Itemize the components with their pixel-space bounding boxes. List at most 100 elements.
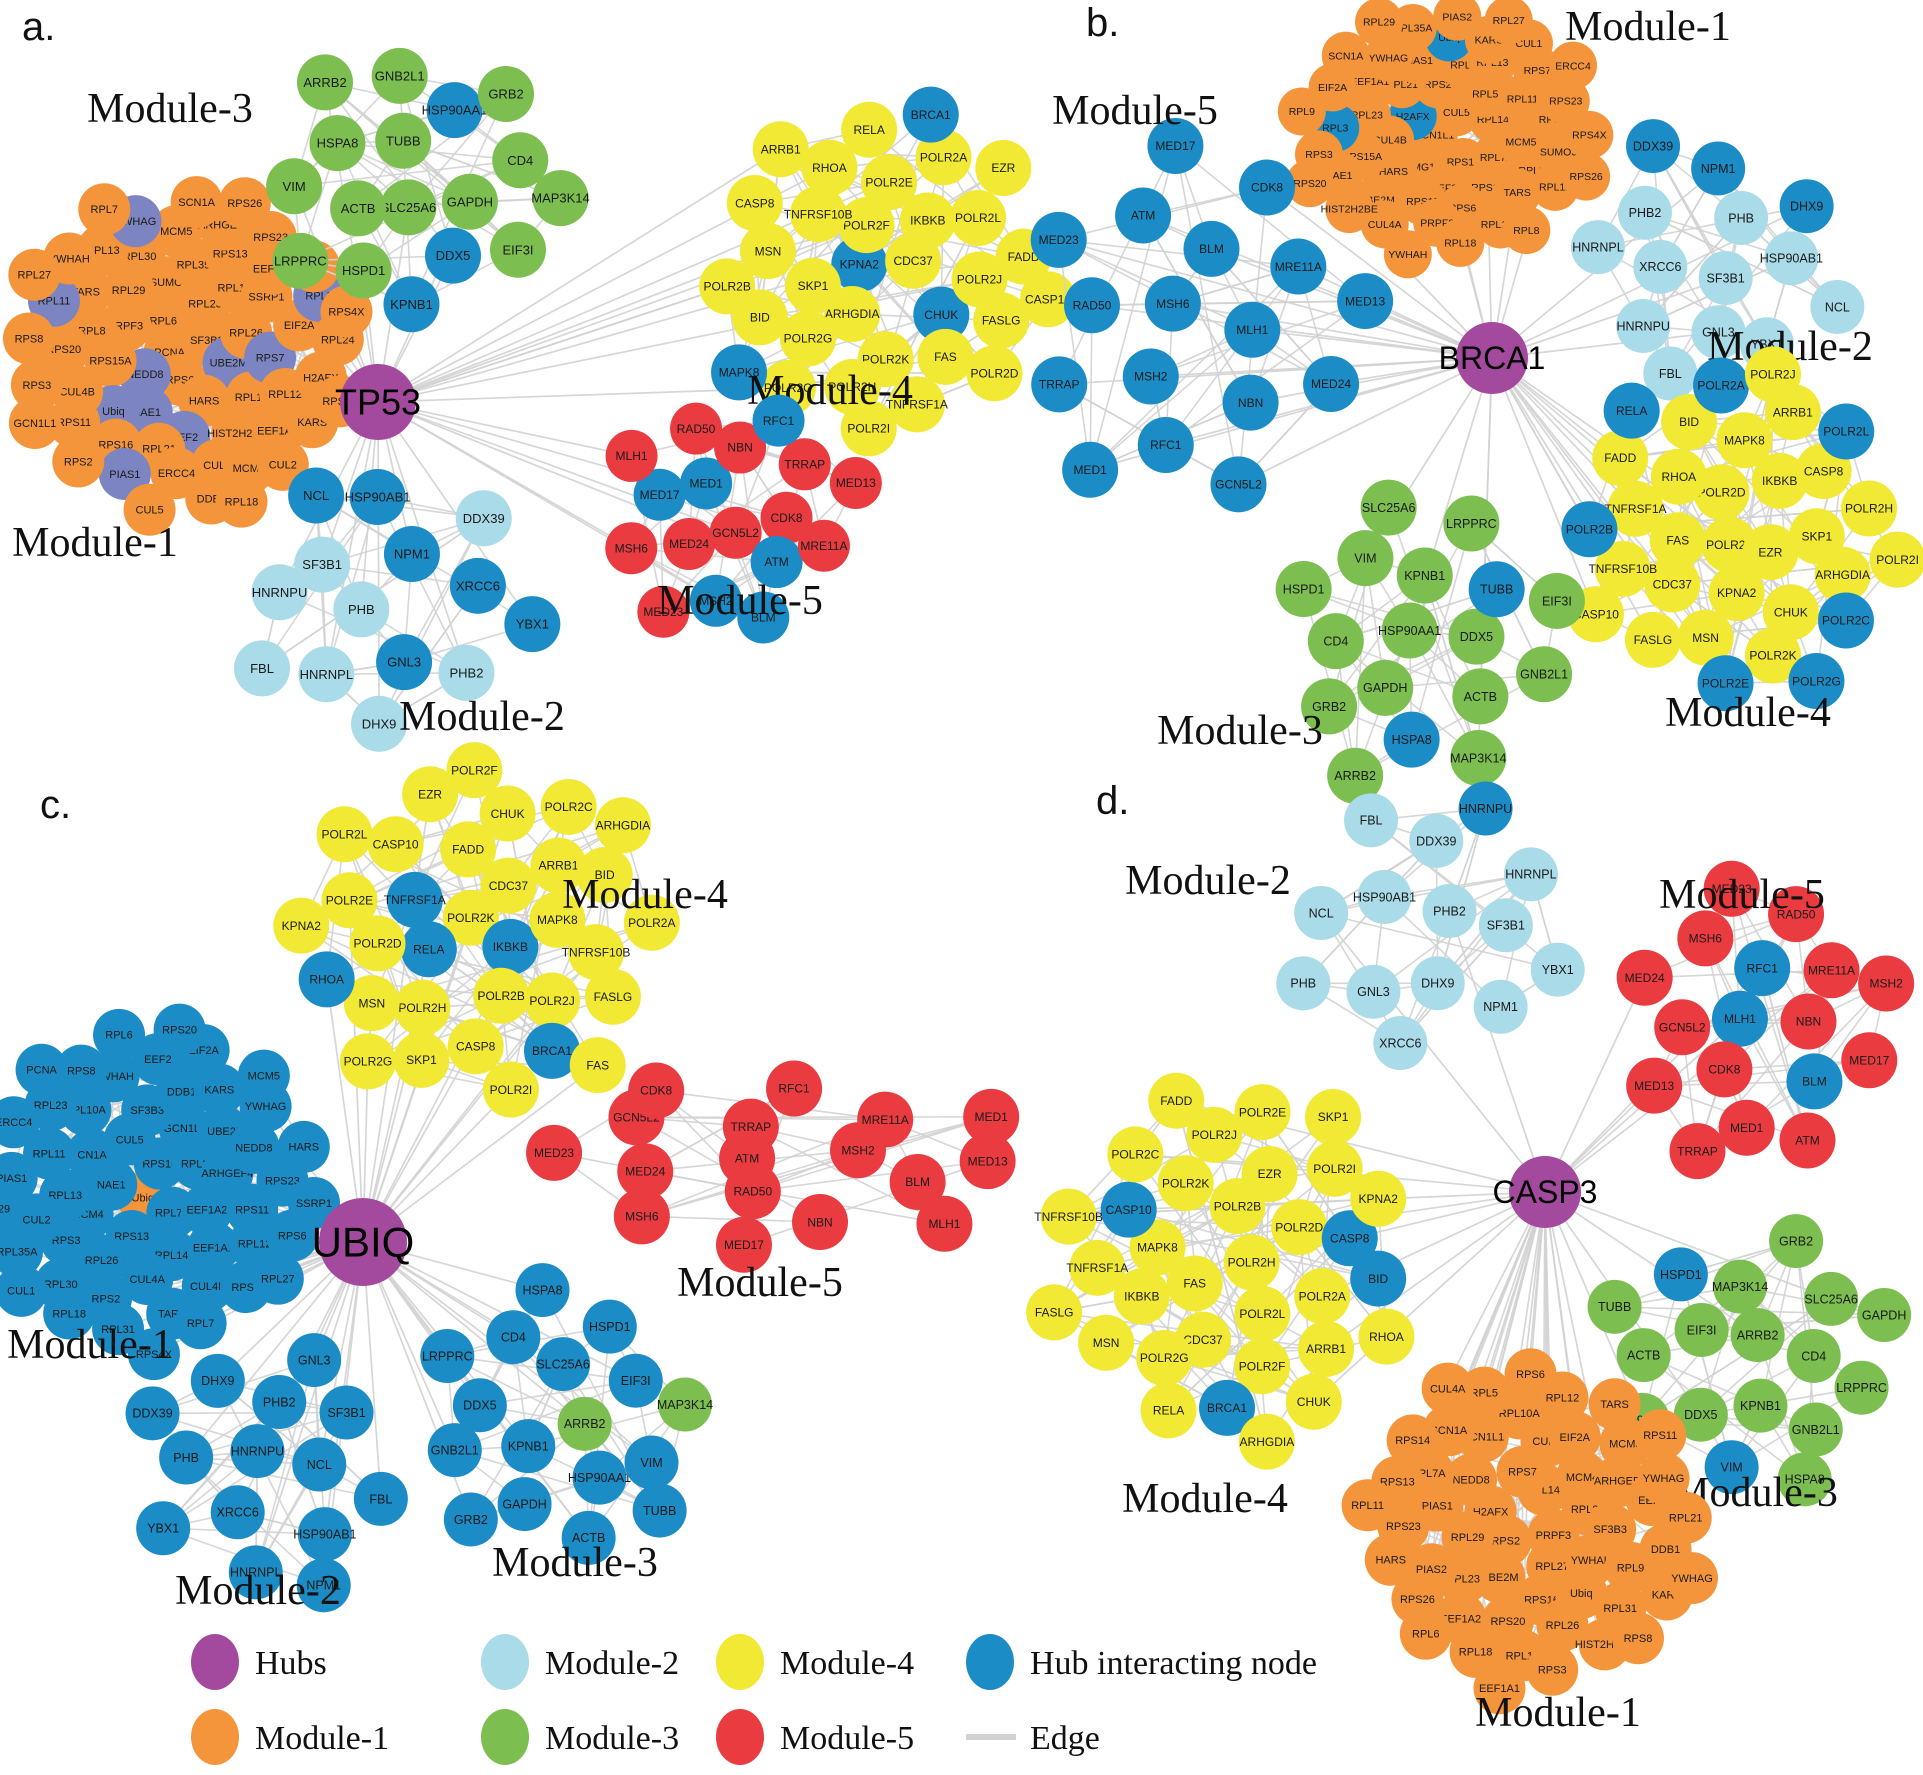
node-circle-POLR2E [321, 872, 378, 929]
node-circle-FAS [917, 328, 974, 385]
node-circle-HNRNPU [1616, 298, 1671, 353]
legend-label: Module-5 [780, 1720, 914, 1757]
node-PCNA: PCNA [15, 1043, 68, 1096]
node-circle-MED23 [1030, 211, 1087, 268]
node-POLR2B: POLR2B [699, 258, 756, 315]
node-circle-HNRNPU [230, 1424, 285, 1479]
node-MLH1: MLH1 [1224, 301, 1281, 358]
cluster-d-module2: PHB2DHX9HSP90AB1SF3B1GNL3DDX39NPM1NCLHNR… [1276, 781, 1585, 1071]
node-circle-ARHGDIA [824, 285, 881, 342]
node-circle-ARRB2 [297, 54, 354, 111]
node-circle-CASP10 [367, 816, 424, 873]
node-circle-POLR2C [540, 778, 597, 835]
panel-a: PCNASF3B3RPS6RPL6UBE2MNEDD8RPL23HARSPRPF… [2, 5, 1077, 752]
node-circle-RPS26 [1562, 152, 1611, 201]
node-ARRB2: ARRB2 [1730, 1308, 1785, 1363]
node-circle-FBL [1344, 793, 1399, 848]
node-circle-DDX5 [425, 227, 482, 284]
node-circle-MED13 [1337, 273, 1394, 330]
node-circle-RHOA [1358, 1308, 1415, 1365]
node-ARRB2: ARRB2 [557, 1396, 612, 1451]
node-NPM1: NPM1 [1473, 979, 1528, 1034]
node-circle-RELA [1140, 1382, 1197, 1439]
node-circle-GCN5L2 [1210, 456, 1267, 513]
node-RELA: RELA [1140, 1382, 1197, 1439]
node-circle-YBX1 [136, 1501, 191, 1556]
node-circle-GRB2 [1301, 678, 1358, 735]
node-circle-POLR2E [1234, 1084, 1291, 1141]
node-circle-FAS [1649, 512, 1706, 569]
node-circle-POLR2H [1223, 1234, 1280, 1291]
legend-label: Edge [1030, 1720, 1100, 1757]
node-circle-DHX9 [1410, 956, 1465, 1011]
node-PHB2: PHB2 [1422, 883, 1477, 938]
node-circle-HSP90AB1 [1357, 869, 1412, 924]
node-POLR2E: POLR2E [1234, 1084, 1291, 1141]
node-POLR2D: POLR2D [1271, 1199, 1328, 1256]
legend-swatch-module5 [716, 1709, 764, 1765]
hub-label-BRCA1: BRCA1 [1439, 340, 1546, 376]
panel-letter-d: d. [1096, 779, 1129, 823]
node-SLC25A6: SLC25A6 [1360, 479, 1417, 536]
cluster-c-module1: UbiqRPS16RPL7ANAE1RPL24RPS13CUL5EEF1A2MC… [0, 1003, 340, 1381]
node-YWHAH: YWHAH [1383, 230, 1432, 279]
node-circle-RPS11 [1634, 1409, 1687, 1462]
module-label-c-module2: Module-2 [175, 1568, 341, 1614]
node-circle-ACTB [561, 1510, 616, 1565]
node-circle-MAPK8 [529, 891, 586, 948]
edge [185, 1241, 364, 1459]
node-MAPK8: MAPK8 [1716, 412, 1773, 469]
node-circle-FBL [1643, 346, 1698, 401]
node-EIF3I: EIF3I [1528, 572, 1585, 629]
node-circle-PHB2 [252, 1374, 307, 1429]
node-HSPD1: HSPD1 [582, 1299, 637, 1354]
edge [1238, 357, 1493, 486]
node-POLR2C: POLR2C [1817, 592, 1874, 649]
node-PHB2: PHB2 [1617, 185, 1672, 240]
node-circle-FADD [1148, 1072, 1205, 1129]
node-circle-GRB2 [1769, 1214, 1824, 1269]
node-circle-POLR2F [838, 197, 895, 254]
node-circle-RPL6 [137, 294, 190, 347]
node-circle-POLR2K [1157, 1155, 1214, 1212]
node-RPL7: RPL7 [174, 1297, 227, 1350]
node-NPM1: NPM1 [383, 526, 440, 583]
node-ACTB: ACTB [330, 180, 387, 237]
node-circle-ARRB2 [1730, 1308, 1785, 1363]
node-circle-IKBKB [1113, 1268, 1170, 1325]
node-GNL3: GNL3 [376, 634, 433, 691]
node-POLR2C: POLR2C [1107, 1126, 1164, 1183]
node-circle-EEF1A1 [1473, 1662, 1526, 1715]
node-circle-MSH6 [1677, 910, 1734, 967]
edge [377, 148, 782, 403]
edge [377, 285, 728, 403]
edge [1642, 1298, 1832, 1421]
node-circle-POLR2I [1869, 531, 1923, 588]
node-circle-POLR2H [394, 979, 451, 1036]
node-POLR2H: POLR2H [1841, 480, 1898, 537]
node-circle-POLR2C [1107, 1126, 1164, 1183]
node-circle-HSP90AA1 [1381, 602, 1438, 659]
node-GNL3: GNL3 [1346, 964, 1401, 1019]
node-POLR2A: POLR2A [1693, 357, 1750, 414]
node-TARS: TARS [1588, 1378, 1641, 1431]
node-PHB2: PHB2 [252, 1374, 307, 1429]
node-circle-HSP90AB1 [1764, 231, 1819, 286]
node-circle-MRE11A [1270, 238, 1327, 295]
node-EIF3I: EIF3I [1674, 1302, 1729, 1357]
node-POLR2L: POLR2L [1818, 403, 1875, 460]
node-circle-XRCC6 [210, 1485, 265, 1540]
node-circle-RPS8 [55, 1044, 108, 1097]
node-circle-CUL5 [123, 483, 176, 536]
node-circle-HSPA8 [1777, 1452, 1832, 1507]
node-circle-POLR2J [524, 972, 581, 1029]
node-circle-KPNA2 [1350, 1170, 1407, 1227]
node-RAD50: RAD50 [1063, 277, 1120, 334]
node-circle-NBN [792, 1194, 849, 1251]
node-circle-TUBB [1468, 561, 1525, 618]
node-RFC1: RFC1 [766, 1060, 823, 1117]
node-GNB2L1: GNB2L1 [371, 47, 428, 104]
node-CHUK: CHUK [1285, 1373, 1342, 1430]
node-circle-HSPA8 [515, 1263, 570, 1318]
